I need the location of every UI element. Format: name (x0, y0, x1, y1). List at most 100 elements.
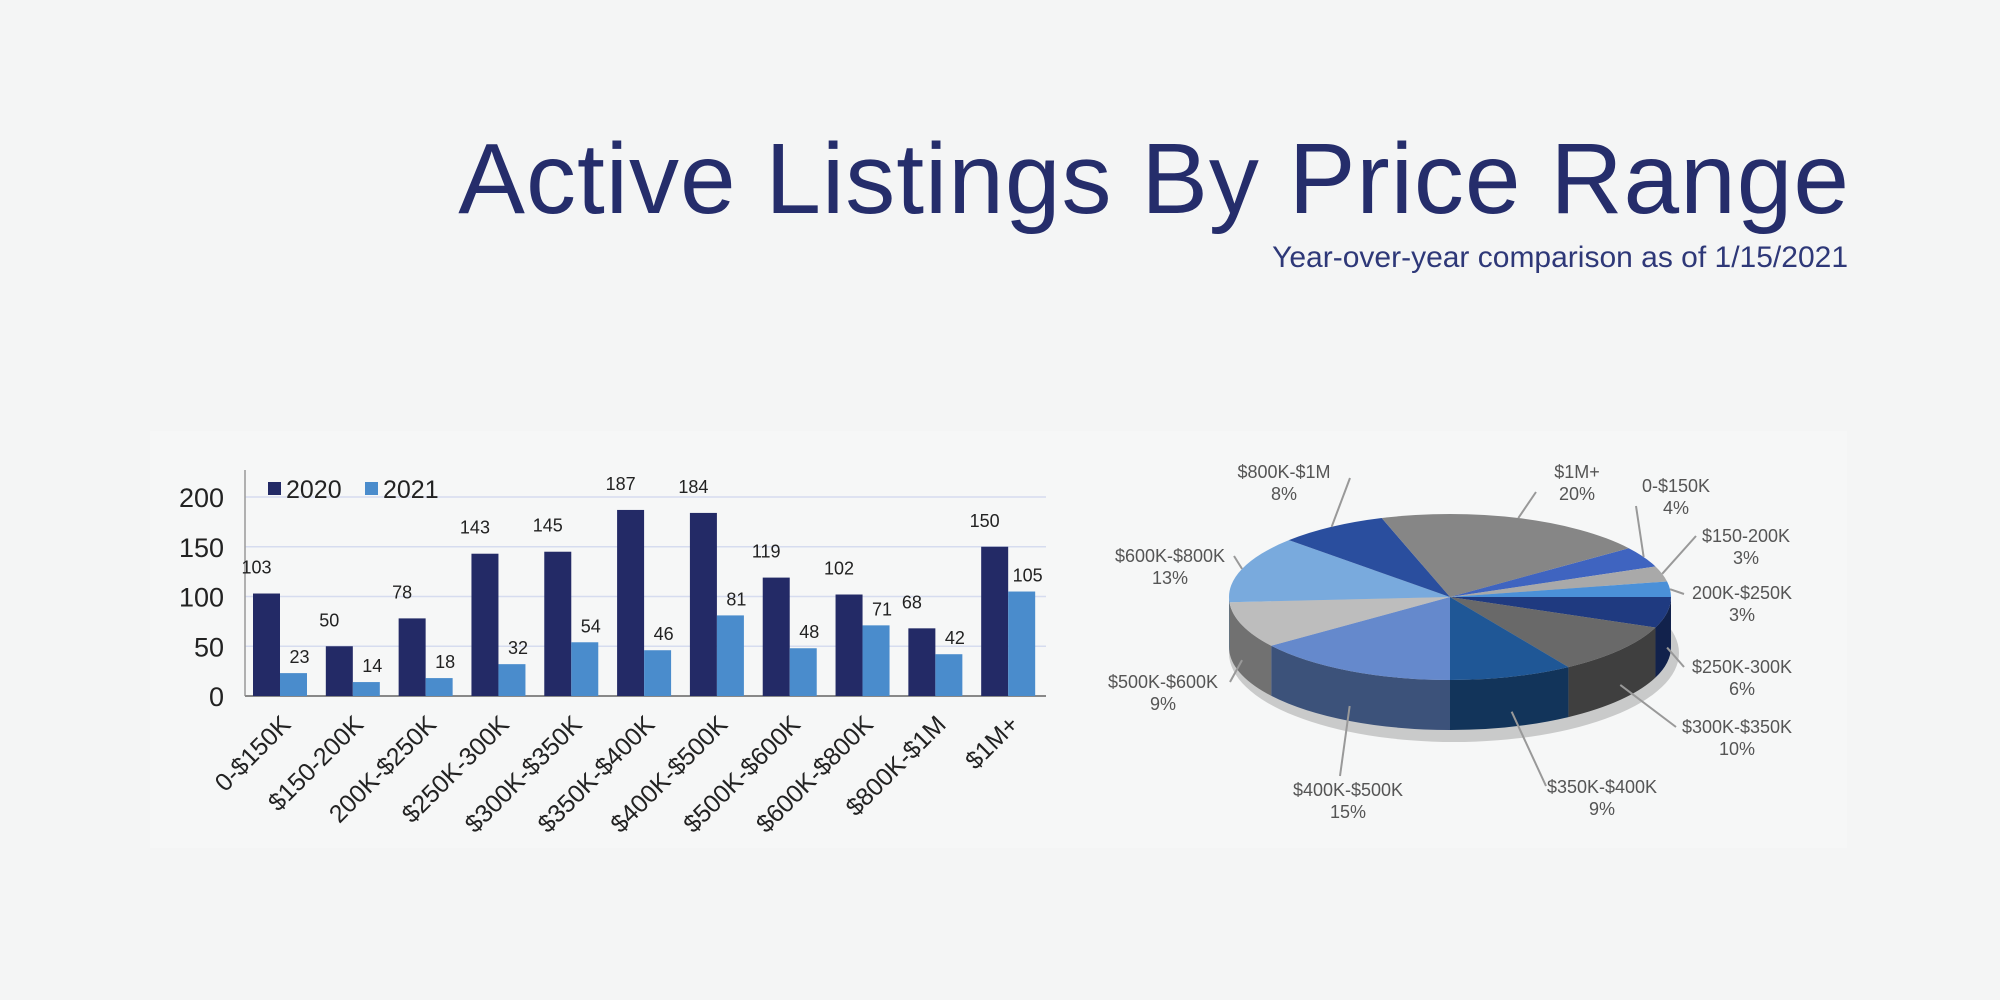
data-label: 46 (654, 624, 674, 644)
bar-2020 (471, 553, 499, 696)
pie-slice (1450, 597, 1656, 668)
pie-label: 200K-$250K (1692, 583, 1792, 603)
bar-2020 (617, 509, 645, 696)
data-label: 50 (319, 610, 339, 630)
x-tick-label: $1M+ (960, 710, 1025, 775)
legend-swatch (365, 482, 378, 495)
leader-line (1330, 477, 1351, 528)
data-label: 71 (872, 599, 892, 619)
data-label: 187 (606, 474, 636, 494)
pie-slice (1288, 518, 1450, 597)
pie-slice (1450, 548, 1656, 597)
data-label: 18 (435, 652, 455, 672)
bar-2021 (789, 648, 817, 696)
pie-percent: 3% (1733, 548, 1759, 568)
bar-2020 (981, 546, 1009, 696)
legend-swatch (268, 482, 281, 495)
data-label: 150 (970, 511, 1000, 531)
pie-slice (1450, 566, 1668, 597)
pie-label: $150-200K (1702, 526, 1790, 546)
leader-line (1229, 659, 1243, 683)
y-tick-label: 0 (209, 682, 224, 712)
pie-label: $800K-$1M (1237, 462, 1330, 482)
leader-line (1666, 646, 1685, 668)
bar-2021 (498, 664, 526, 696)
pie-percent: 15% (1330, 802, 1366, 822)
leader-line (1233, 555, 1243, 570)
y-tick-label: 50 (194, 632, 224, 662)
pie-label: 0-$150K (1642, 476, 1710, 496)
pie-percent: 13% (1152, 568, 1188, 588)
data-label: 184 (678, 477, 708, 497)
data-label: 102 (824, 559, 854, 579)
pie-side (1229, 602, 1272, 696)
pie-percent: 8% (1271, 484, 1297, 504)
data-label: 48 (799, 622, 819, 642)
leader-line (1619, 684, 1677, 728)
bar-2021 (862, 625, 890, 696)
pie-label: $500K-$600K (1108, 672, 1218, 692)
pie-label: $250K-300K (1692, 657, 1792, 677)
y-tick-label: 150 (179, 533, 224, 563)
pie-label: $350K-$400K (1547, 777, 1657, 797)
bar-2021 (716, 615, 744, 696)
pie-percent: 9% (1589, 799, 1615, 819)
pie-percent: 9% (1150, 694, 1176, 714)
bar-2021 (425, 678, 453, 696)
leader-line (1669, 588, 1685, 595)
legend-label: 2021 (383, 476, 439, 504)
y-tick-label: 200 (179, 483, 224, 513)
pie-side (1271, 645, 1450, 730)
leader-line (1510, 711, 1547, 787)
leader-line (1339, 705, 1351, 777)
bar-2021 (935, 654, 963, 696)
data-label: 81 (726, 589, 746, 609)
page-subtitle: Year-over-year comparison as of 1/15/202… (1272, 241, 1848, 274)
data-label: 103 (241, 558, 271, 578)
bar-2021 (352, 682, 380, 696)
pie-slice (1450, 581, 1671, 597)
leader-line (1661, 535, 1697, 575)
data-label: 105 (1013, 566, 1043, 586)
data-label: 119 (752, 542, 781, 562)
data-label: 68 (902, 592, 922, 612)
pie-slice (1271, 597, 1450, 680)
bar-2021 (1008, 591, 1036, 696)
pie-label: $400K-$500K (1293, 780, 1403, 800)
pie-percent: 4% (1663, 498, 1689, 518)
data-label: 32 (508, 638, 528, 658)
pie-percent: 3% (1729, 605, 1755, 625)
pie-slice (1450, 597, 1569, 680)
pie-slice (1450, 597, 1671, 628)
page-title: Active Listings By Price Range (458, 123, 1850, 235)
y-tick-label: 100 (179, 583, 224, 613)
bar-2020 (689, 512, 717, 696)
data-label: 23 (289, 647, 309, 667)
bar-2020 (253, 593, 280, 696)
leader-line (1635, 505, 1645, 558)
pie-label: $600K-$800K (1115, 546, 1225, 566)
data-label: 78 (392, 582, 412, 602)
pie-side (1568, 627, 1656, 718)
pie-side (1450, 667, 1569, 730)
leader-line (1517, 491, 1537, 519)
data-label: 42 (945, 628, 965, 648)
pie-label: $300K-$350K (1682, 717, 1792, 737)
pie-slice (1381, 514, 1629, 597)
bar-2020 (908, 628, 936, 696)
pie-slice (1229, 540, 1450, 603)
pie-slice (1229, 597, 1450, 646)
pie-percent: 20% (1559, 484, 1595, 504)
bar-2020 (835, 594, 863, 696)
bar-2020 (398, 618, 426, 696)
data-label: 145 (533, 516, 563, 536)
bar-2021 (644, 650, 672, 696)
pie-side (1655, 597, 1671, 678)
legend-label: 2020 (286, 476, 342, 504)
bar-2021 (571, 642, 599, 696)
pie-percent: 6% (1729, 679, 1755, 699)
bar-2020 (544, 551, 572, 696)
data-label: 14 (362, 656, 382, 676)
pie-label: $1M+ (1554, 462, 1600, 482)
data-label: 54 (581, 616, 601, 636)
